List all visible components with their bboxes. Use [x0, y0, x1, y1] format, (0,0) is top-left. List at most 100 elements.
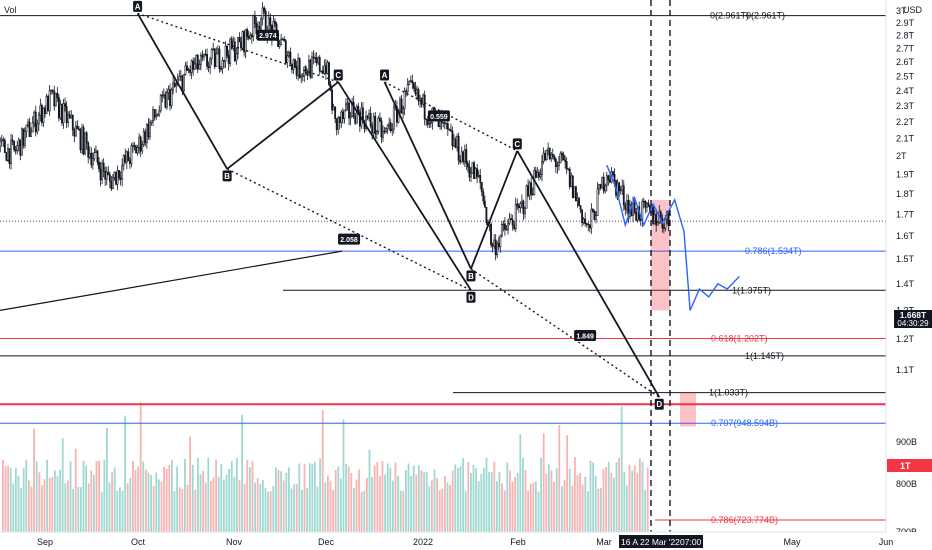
volume-bar: [639, 458, 641, 532]
volume-bar: [9, 468, 12, 532]
volume-bar: [202, 470, 204, 532]
volume-bar: [173, 491, 176, 532]
candle-body: [598, 184, 600, 190]
candle-body: [568, 168, 571, 187]
volume-bar: [72, 489, 74, 532]
candle-body: [44, 107, 46, 114]
volume-bar: [345, 463, 347, 532]
candle-body: [470, 172, 472, 178]
candle-body: [429, 122, 432, 124]
price-candles: [0, 1, 886, 261]
volume-bar: [15, 467, 17, 532]
candle-body: [445, 122, 448, 125]
candle-body: [612, 171, 614, 175]
time-badge-3: 07:00: [680, 537, 702, 547]
candle-body: [491, 244, 494, 247]
candle-body: [162, 94, 165, 96]
ratio-badge: [574, 330, 597, 342]
price-axis-tick: 1.6T: [896, 231, 915, 241]
candle-body: [230, 38, 233, 49]
candle-body: [587, 223, 590, 226]
volume-bar: [553, 481, 555, 532]
volume-bar: [467, 462, 470, 532]
candle-body: [389, 122, 392, 131]
volume-bar: [423, 472, 425, 532]
one-t-badge: 1T: [887, 459, 932, 472]
volume-bar: [594, 475, 597, 532]
last-price-value: 1.668T: [900, 310, 927, 320]
candle-body: [59, 103, 62, 119]
candle-body: [590, 209, 593, 229]
candle-body: [158, 110, 161, 116]
candle-body: [132, 145, 134, 147]
volume-bar: [532, 482, 535, 532]
volume-bar: [259, 483, 262, 532]
volume-bar: [4, 466, 7, 532]
time-badges: 16 A 22 Mar '22 07:00: [619, 535, 703, 548]
volume-bar: [597, 488, 600, 532]
candle-body: [417, 89, 420, 102]
candle-body: [184, 65, 187, 75]
price-axis-tick: 900B: [896, 437, 917, 447]
candle-body: [45, 96, 48, 114]
candle-body: [562, 154, 565, 161]
candle-body: [548, 147, 551, 160]
volume-bar: [438, 490, 441, 532]
wave-point-label: A: [382, 71, 388, 80]
candle-body: [539, 174, 542, 178]
time-axis[interactable]: Sep Oct Nov Dec 2022 Feb Mar May Jun: [37, 537, 893, 547]
last-price-countdown: 04:30:29: [897, 319, 929, 328]
volume-bar: [228, 468, 230, 532]
volume-bar: [275, 467, 277, 532]
candle-body: [519, 203, 522, 208]
candle-body: [172, 82, 175, 91]
candle-body: [341, 111, 344, 119]
volume-bar: [225, 474, 228, 532]
candle-body: [480, 182, 483, 193]
candle-body: [68, 114, 71, 118]
candle-body: [328, 62, 330, 85]
volume-bar: [160, 481, 163, 532]
candle-body: [502, 223, 505, 226]
volume-bar: [80, 487, 82, 532]
candle-body: [644, 201, 647, 208]
candle-body: [91, 158, 94, 166]
candle-body: [479, 174, 482, 183]
volume-bar: [251, 461, 254, 532]
candle-body: [618, 182, 621, 192]
last-price-badge: 1.668T 04:30:29: [894, 310, 932, 328]
candle-body: [0, 139, 3, 142]
volume-bar: [379, 475, 381, 532]
candle-body: [303, 66, 306, 77]
candle-body: [493, 239, 496, 247]
volume-bar: [189, 436, 191, 532]
candle-body: [247, 36, 250, 39]
candle-body: [64, 103, 66, 107]
volume-bar: [82, 460, 85, 532]
candle-body: [605, 175, 608, 186]
candle-body: [79, 129, 82, 151]
volume-bar: [282, 480, 285, 532]
volume-bar: [397, 475, 399, 532]
candle-body: [468, 166, 471, 178]
volume-bar: [17, 475, 20, 532]
volume-bar: [217, 476, 220, 532]
candle-body: [406, 84, 409, 92]
candle-body: [232, 41, 235, 49]
candle-body: [17, 139, 20, 146]
wave-leg: [470, 150, 519, 270]
volume-bar: [108, 482, 111, 532]
volume-bar: [519, 434, 522, 532]
candle-body: [525, 185, 528, 209]
candle-body: [608, 179, 611, 183]
candle-body: [167, 89, 170, 94]
candle-body: [289, 51, 292, 65]
price-axis-tick: 2.7T: [896, 44, 915, 54]
candle-body: [30, 131, 33, 137]
candle-body: [128, 160, 131, 164]
candle-body: [243, 31, 246, 53]
fib-level-label: 0.786(723.774B): [711, 515, 778, 525]
candle-body: [292, 59, 295, 70]
volume-bar: [610, 472, 613, 532]
